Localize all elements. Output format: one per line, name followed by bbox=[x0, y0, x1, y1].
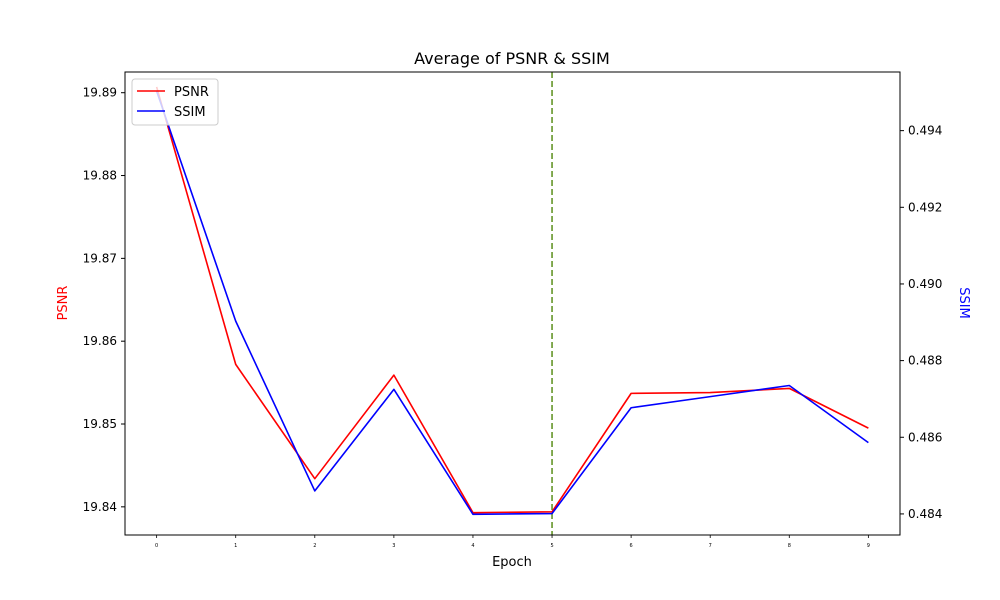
y-left-tick-label: 19.87 bbox=[83, 251, 117, 265]
y-right-tick-label: 0.488 bbox=[908, 354, 942, 368]
legend: PSNR SSIM bbox=[131, 78, 219, 126]
x-tick-label: 6 bbox=[630, 543, 633, 549]
x-tick-label: 7 bbox=[709, 543, 712, 549]
y-left-tick-label: 19.86 bbox=[83, 334, 117, 348]
plot-frame bbox=[124, 71, 901, 536]
y-right-tick-label: 0.490 bbox=[908, 277, 942, 291]
y-left-tick-label: 19.84 bbox=[83, 500, 117, 514]
x-axis-label: Epoch bbox=[492, 555, 532, 570]
x-tick-label: 0 bbox=[155, 543, 158, 549]
y-right-tick-label: 0.484 bbox=[908, 507, 942, 521]
y-right-tick-label: 0.492 bbox=[908, 200, 942, 214]
x-tick-label: 2 bbox=[313, 543, 316, 549]
y-right-tick-label: 0.494 bbox=[908, 124, 942, 138]
x-tick-label: 4 bbox=[471, 543, 474, 549]
plot-area: 19.84 19.85 19.86 19.87 19.88 19.89 0.484 0.486… bbox=[83, 71, 942, 549]
y-axis-right-label: SSIM bbox=[956, 287, 971, 319]
y-axis-left-label: PSNR bbox=[56, 286, 71, 321]
y-left-tick-label: 19.89 bbox=[83, 86, 117, 100]
series-line-ssim bbox=[155, 90, 869, 516]
legend-label-psnr: PSNR bbox=[174, 85, 209, 100]
x-tick-label: 1 bbox=[234, 543, 237, 549]
series-line-psnr bbox=[155, 86, 869, 514]
legend-label-ssim: SSIM bbox=[174, 105, 206, 120]
y-left-tick-label: 19.88 bbox=[83, 169, 117, 183]
y-right-tick-label: 0.486 bbox=[908, 430, 942, 444]
x-tick-label: 3 bbox=[392, 543, 395, 549]
x-tick-label: 9 bbox=[867, 543, 870, 549]
x-tick-label: 8 bbox=[788, 543, 791, 549]
chart-title: Average of PSNR & SSIM bbox=[414, 49, 610, 68]
x-tick-label: 5 bbox=[550, 543, 553, 549]
y-left-tick-label: 19.85 bbox=[83, 417, 117, 431]
